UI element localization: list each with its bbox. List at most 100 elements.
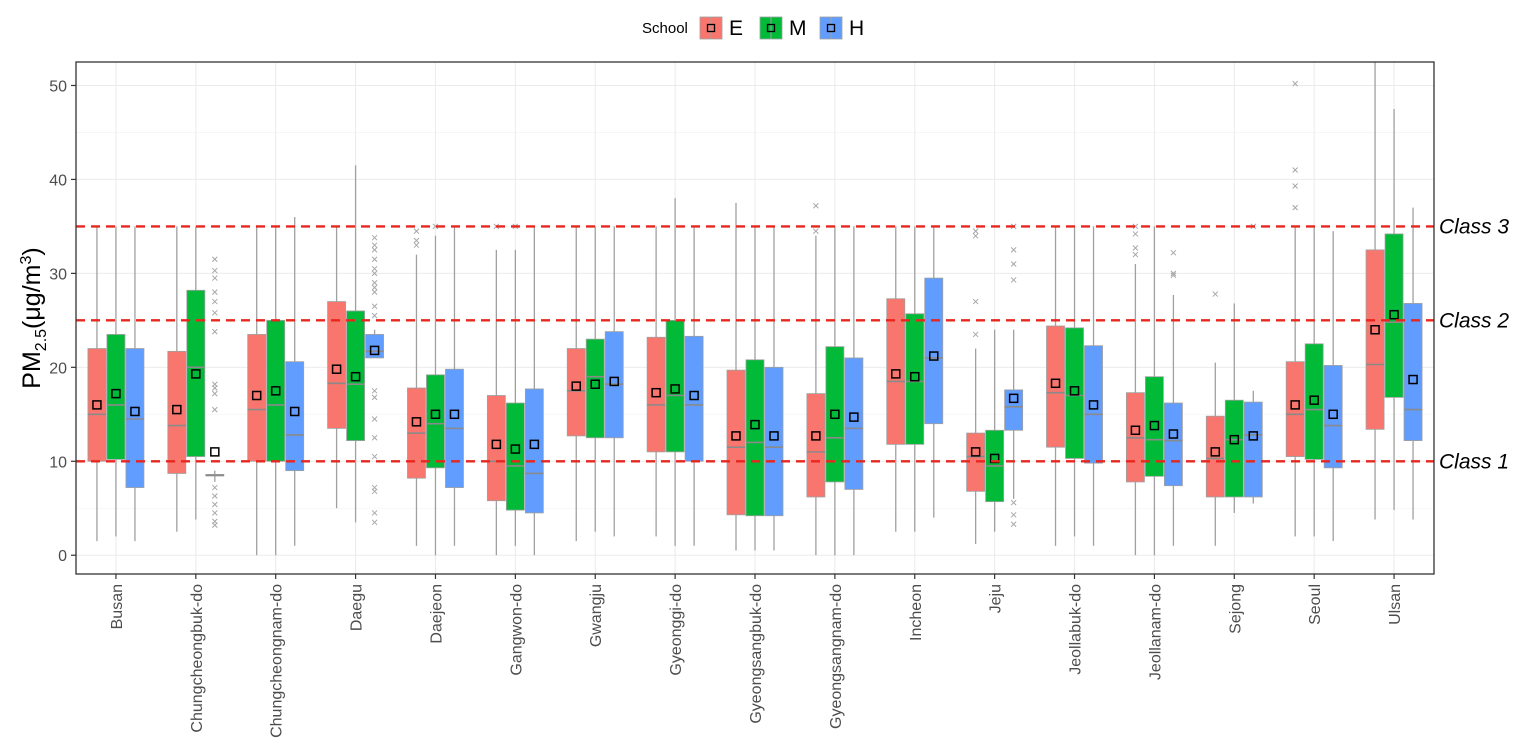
mean-marker [350,371,361,382]
outlier-stroke [972,331,979,338]
box-M-Daegu [346,165,365,523]
box-iqr [924,277,944,425]
outlier-stroke [371,270,378,277]
outlier-point [371,312,378,319]
box-iqr [266,319,286,462]
outlier-stroke [1010,247,1017,253]
outlier-stroke [211,256,218,263]
box-H-Jeju [1004,223,1024,528]
mean-marker [750,419,760,430]
outlier-stroke [371,519,378,526]
legend-label: E [729,17,743,40]
outlier-point [211,289,218,296]
box-iqr [825,346,845,483]
outlier-point [371,510,378,516]
legend-label: H [849,17,864,40]
outlier-point [211,510,218,516]
y-tick-label: 10 [49,454,67,471]
outlier-point [371,289,378,296]
box-iqr [726,369,746,516]
mean-marker [251,390,262,401]
x-tick-label: Sejong [1227,584,1244,634]
box-iqr [1403,303,1423,441]
outlier-stroke [211,275,218,281]
box-iqr [764,366,784,517]
outlier-point [371,284,378,291]
mean-marker [529,439,540,450]
outlier-stroke [413,237,420,244]
x-tick-label: Gangwon-do [508,584,525,676]
outlier-point [211,275,218,281]
outlier-point [1010,261,1017,267]
box-E-Jeollanam-do [1126,223,1145,556]
box-M-Gyeonggi-do [665,198,685,546]
outlier-stroke [1010,521,1017,528]
box-H-Gyeonggi-do [684,226,704,546]
outlier-point [972,232,979,239]
box-iqr [1243,401,1263,498]
x-tick-label: Chungcheongnam-do [269,584,286,738]
outlier-stroke [1132,251,1139,258]
outlier-stroke [1010,511,1017,518]
mean-marker [1389,309,1399,320]
box-E-Jeollabuk-do [1046,226,1065,546]
outlier-stroke [1292,204,1299,211]
mean-marker [970,447,981,457]
box-M-Chungcheongnam-do [266,226,286,556]
mean-marker [670,384,680,394]
outlier-point [211,328,218,335]
outlier-point [371,265,378,272]
outlier-stroke [413,228,420,234]
outlier-stroke [371,394,378,401]
box-iqr [247,334,267,462]
box-E-Gyeongsangnam-do [806,202,826,556]
box-M-Gyeongsangnam-do [825,226,845,556]
box-M-Jeollabuk-do [1065,226,1084,537]
outlier-stroke [1170,270,1177,277]
mean-marker [731,431,741,441]
threshold-label: Class 3 [1439,215,1509,238]
box-M-Ulsan [1384,108,1404,511]
box-iqr [1304,343,1324,460]
mean-marker [910,371,920,382]
mean-marker [191,369,201,379]
mean-marker [849,412,859,422]
y-tick-label: 50 [49,78,67,95]
mean-marker [411,417,422,427]
outlier-point [1292,167,1299,173]
box-M-Gangwon-do [505,223,525,546]
box-iqr [167,350,187,474]
x-tick-label: Gyeongsangbuk-do [748,584,765,724]
outlier-point [211,501,218,508]
outlier-stroke [1010,499,1017,506]
mean-marker [210,447,220,457]
box-iqr [346,310,365,441]
mean-marker [270,386,281,396]
box-E-Gyeonggi-do [646,226,666,537]
box-M-Chungcheongbuk-do [186,226,206,520]
box-iqr [524,388,544,514]
x-tick-label: Seoul [1307,584,1324,625]
y-axis-title: PM2.5(μg/m3) [18,247,50,388]
outlier-point [211,256,218,263]
outlier-point [1010,247,1017,253]
box-M-Busan [106,226,126,537]
box-H-Sejong [1243,223,1263,504]
mean-marker [1370,324,1380,335]
outlier-stroke [211,501,218,508]
outlier-point [371,270,378,277]
outlier-point [1132,251,1139,258]
outlier-stroke [211,390,218,397]
box-E-Daegu [327,226,346,509]
y-tick-label: 40 [49,172,67,189]
outlier-stroke [211,328,218,335]
outlier-point [211,309,218,316]
outlier-stroke [211,309,218,316]
outlier-point [211,298,218,305]
box-H-Daejeon [445,226,464,546]
outlier-stroke [1132,245,1139,251]
mean-marker [430,409,441,420]
box-H-Ulsan [1403,207,1423,520]
outlier-point [371,434,378,441]
legend-entry-E: E [699,16,743,40]
